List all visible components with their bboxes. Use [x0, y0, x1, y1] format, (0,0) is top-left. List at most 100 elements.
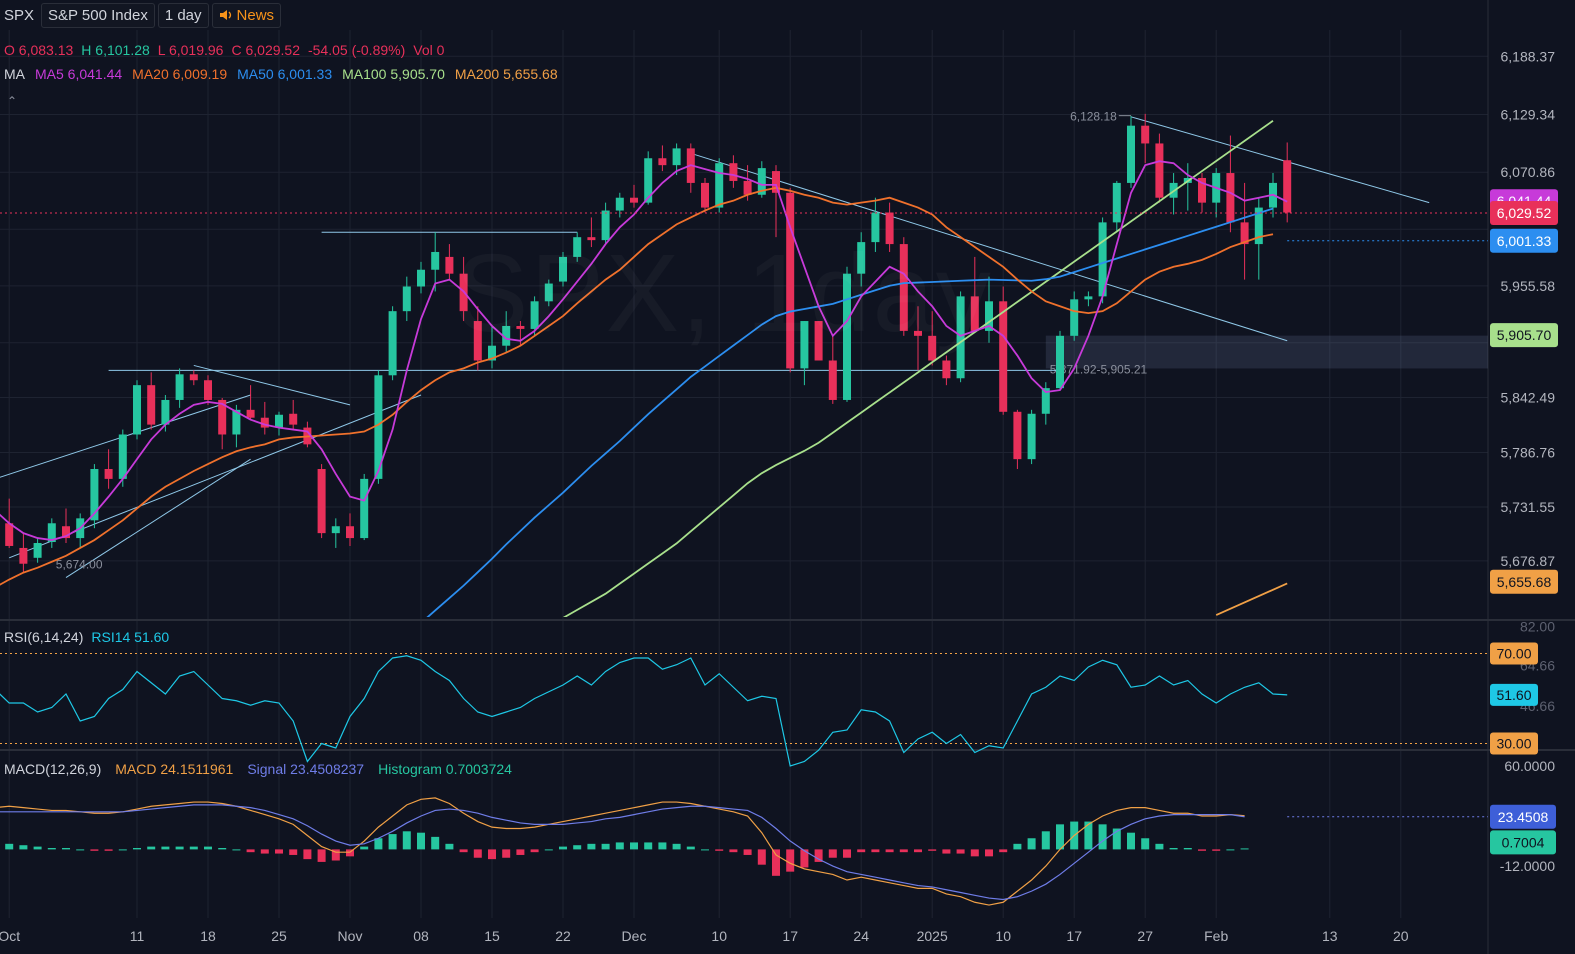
macd-histogram-bar [1056, 824, 1064, 850]
candle-body [871, 212, 880, 243]
macd-histogram-bar [246, 849, 255, 853]
candle-body [828, 360, 837, 400]
symbol-label[interactable]: SPX [4, 6, 35, 24]
macd-histogram-bar [814, 849, 823, 862]
current-price-tag-bg [1490, 200, 1558, 225]
candle-body [573, 237, 582, 257]
candle-body [715, 163, 724, 208]
candle-body [672, 148, 681, 166]
rsi-value: RSI14 51.60 [91, 629, 170, 645]
low-annotation: 5,674.00 [56, 558, 103, 572]
rsi-title[interactable]: RSI(6,14,24) [4, 629, 84, 645]
low-value: 6,019.96 [168, 42, 224, 58]
macd-histogram-bar [601, 843, 610, 850]
macd-histogram-bar [5, 843, 14, 850]
rsi-30-tag-bg [1490, 732, 1538, 755]
candle-body [204, 380, 212, 400]
speaker-icon [219, 10, 231, 20]
macd-histogram-bar [1226, 849, 1235, 851]
macd-histogram-bar [701, 849, 709, 851]
candle-body [331, 526, 340, 534]
macd-histogram-bar [1169, 848, 1178, 850]
ma-lines [0, 120, 1288, 617]
x-axis-label: 18 [200, 928, 216, 944]
trendline [65, 458, 251, 578]
candle-body [133, 385, 141, 435]
ma100-legend: MA100 5,905.70 [342, 66, 445, 82]
histogram-tag-bg [1490, 830, 1556, 855]
x-axis-label: Oct [0, 928, 20, 944]
macd-histogram-bar [19, 845, 28, 850]
macd-histogram-bar [47, 848, 56, 850]
macd-histogram-bar [417, 832, 425, 850]
macd-histogram-bar [800, 849, 809, 868]
macd-histogram-bar [402, 831, 411, 850]
macd-histogram-bar [942, 849, 951, 854]
candle-body [970, 296, 979, 331]
macd-histogram-bar [1098, 824, 1107, 850]
ma100-price-tag: 5,905.70 [1497, 327, 1552, 343]
candle-body [1254, 207, 1263, 245]
macd-histogram-bar [218, 848, 227, 850]
ma20-line [0, 186, 1274, 586]
macd-histogram-bar [275, 849, 283, 854]
candle-body [928, 335, 937, 361]
candle-body [147, 385, 156, 425]
collapse-legend-icon[interactable]: ⌃ [7, 94, 18, 108]
candle-body [644, 158, 653, 203]
macd-histogram-bar [1027, 838, 1036, 850]
macd-histogram-bar [232, 849, 241, 851]
macd-histogram-bar [1240, 848, 1249, 850]
macd-histogram-bar [445, 843, 454, 850]
candle-body [1098, 222, 1107, 297]
macd-histogram-bar [473, 849, 482, 858]
ma-title[interactable]: MA [4, 66, 25, 82]
candle-body [445, 256, 454, 274]
news-label: News [236, 6, 275, 24]
symbol-name[interactable]: S&P 500 Index [41, 2, 155, 28]
candle-body [346, 526, 354, 539]
candle-body [885, 212, 894, 245]
macd-histogram-bar [133, 848, 141, 850]
x-axis-label: 10 [711, 928, 727, 944]
price-axis-label: 6,129.34 [1501, 107, 1556, 123]
macd-histogram-bar [729, 849, 738, 853]
candle-body [1283, 160, 1292, 213]
candle-body [246, 409, 255, 418]
candle-body [33, 543, 42, 558]
interval-button[interactable]: 1 day [157, 2, 209, 28]
candle-body [1013, 411, 1022, 460]
macd-title[interactable]: MACD(12,26,9) [4, 761, 102, 777]
macd-histogram-bar [1155, 843, 1164, 850]
candle-body [218, 399, 227, 435]
candle-body [1070, 299, 1079, 336]
candle-body [956, 296, 965, 379]
macd-histogram-bar [289, 849, 298, 855]
candle-body [544, 283, 553, 302]
ma-legend: MA MA5 6,041.44 MA20 6,009.19 MA50 6,001… [4, 66, 558, 82]
candle-body [260, 417, 269, 428]
macd-legend: MACD(12,26,9) MACD 24.1511961 Signal 23.… [4, 761, 512, 777]
x-axis-label: 22 [555, 928, 571, 944]
candle-body [999, 301, 1008, 412]
candle-body [516, 325, 525, 329]
macd-histogram-bar [346, 849, 354, 857]
x-axis-label: 25 [271, 928, 287, 944]
candle-body [701, 182, 709, 208]
candle-body [19, 547, 28, 564]
high-value: 6,101.28 [95, 42, 150, 58]
macd-histogram-bar [559, 846, 567, 850]
macd-histogram-bar [431, 836, 440, 850]
macd-histogram-bar [118, 849, 127, 851]
macd-histogram-bar [76, 849, 85, 851]
macd-histogram-bar [502, 849, 511, 858]
range-box [1045, 335, 1488, 369]
news-button[interactable]: News [211, 2, 282, 28]
candle-body [786, 192, 795, 369]
x-axis-label: 10 [995, 928, 1011, 944]
x-axis-label: 27 [1137, 928, 1153, 944]
candle-body [118, 434, 127, 479]
ma5-legend: MA5 6,041.44 [35, 66, 123, 82]
macd-histogram-bar [615, 842, 624, 850]
